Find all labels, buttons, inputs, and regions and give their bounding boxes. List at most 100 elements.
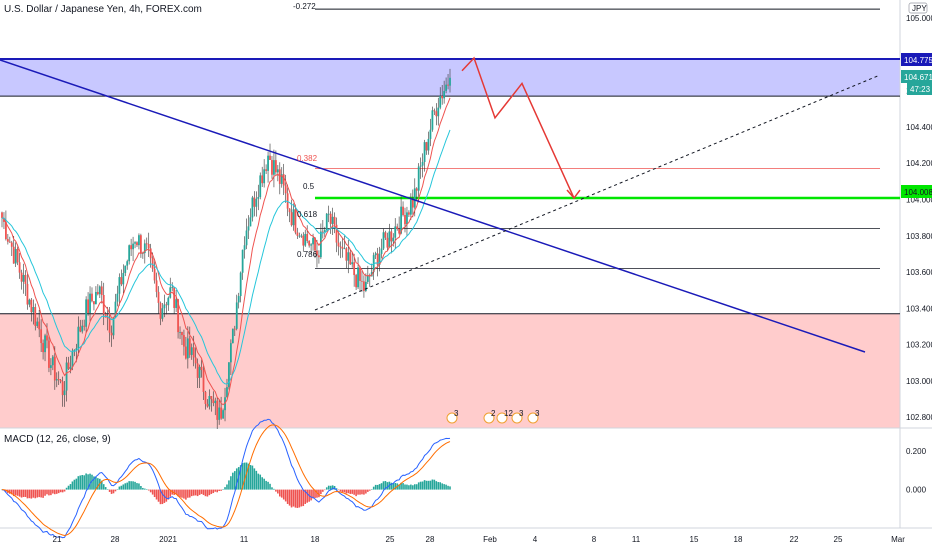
macd-hist-bar	[153, 489, 156, 498]
macd-hist-bar	[204, 489, 207, 497]
macd-axis[interactable]: 0.200 0.000	[906, 447, 927, 494]
candle-body	[273, 160, 275, 175]
macd-hist-bar	[67, 485, 70, 490]
candle-body	[280, 174, 283, 184]
candle-body	[165, 304, 168, 306]
macd-histogram	[1, 462, 451, 508]
currency-badge-box[interactable]	[908, 2, 928, 14]
candle-body	[96, 291, 99, 295]
candle-body	[241, 249, 244, 273]
macd-hist-bar	[228, 480, 230, 490]
macd-hist-bar	[210, 489, 213, 494]
macd-hist-bar	[75, 478, 78, 490]
candle-body	[271, 160, 273, 175]
candle-body	[188, 338, 191, 355]
candle-body	[247, 226, 250, 231]
macd-hist-bar	[198, 489, 201, 495]
macd-hist-bar	[183, 489, 185, 499]
macd-hist-bar	[32, 489, 35, 498]
candle-body	[50, 365, 52, 368]
macd-hist-bar	[114, 489, 117, 492]
candle-body	[253, 197, 256, 207]
candle-body	[167, 297, 170, 306]
candle-body	[194, 357, 197, 364]
macd-hist-bar	[144, 488, 146, 490]
candle-body	[402, 206, 404, 216]
price-tick-label: 104.000	[906, 195, 932, 204]
projected-path[interactable]	[461, 56, 575, 199]
candle-body	[51, 356, 54, 366]
candle-body	[18, 262, 21, 273]
macd-hist-bar	[343, 489, 346, 493]
macd-hist-bar	[212, 489, 215, 494]
candle-body	[30, 299, 33, 313]
candle-body	[265, 169, 268, 171]
candle-body	[449, 77, 451, 86]
descending-trendline[interactable]	[0, 59, 866, 353]
candle-body	[83, 325, 86, 327]
price-tick-label: 103.600	[906, 268, 932, 277]
macd-hist-bar	[128, 481, 130, 490]
candle-body	[214, 400, 217, 404]
macd-hist-bar	[52, 489, 54, 494]
macd-hist-bar	[179, 489, 181, 498]
candle-body	[233, 328, 236, 330]
candle-body	[186, 338, 189, 359]
macd-hist-bar	[73, 479, 76, 490]
macd-hist-bar	[61, 489, 64, 493]
macd-hist-bar	[241, 462, 244, 490]
macd-hist-bar	[118, 486, 121, 490]
event-markers[interactable]: 3 2 12 3 3	[446, 409, 540, 424]
time-tick-label: 28	[111, 535, 120, 544]
macd-hist-bar	[314, 489, 316, 498]
macd-hist-bar	[147, 489, 150, 491]
last-price-tag	[901, 70, 932, 83]
candle-body	[396, 226, 399, 229]
candle-body	[114, 301, 117, 318]
candle-body	[276, 169, 279, 173]
macd-hist-bar	[218, 489, 220, 491]
candle-body	[116, 293, 119, 302]
macd-hist-bar	[140, 485, 142, 490]
macd-hist-bar	[306, 489, 308, 503]
candle-body	[388, 231, 391, 248]
candle-body	[239, 272, 242, 297]
macd-hist-bar	[282, 489, 285, 500]
macd-hist-bar	[50, 489, 52, 496]
time-tick-label: 22	[790, 535, 799, 544]
candle-body	[355, 275, 357, 288]
macd-hist-bar	[63, 489, 66, 492]
macd-hist-bar	[441, 483, 443, 490]
macd-hist-bar	[38, 489, 40, 498]
candle-body	[380, 248, 383, 254]
candle-body	[1, 212, 3, 218]
time-axis[interactable]: 21 28 2021 11 18 25 28 Feb 4 8 11 15 18 22 25 Mar	[53, 535, 906, 544]
macd-hist-bar	[400, 482, 402, 490]
macd-hist-bar	[71, 481, 74, 490]
macd-hist-bar	[104, 487, 107, 490]
macd-hist-bar	[226, 484, 228, 490]
candle-body	[231, 328, 234, 344]
price-tick-label: 104.400	[906, 123, 932, 132]
macd-hist-bar	[267, 481, 269, 490]
macd-title: MACD (12, 26, close, 9)	[4, 434, 111, 445]
macd-hist-bar	[189, 489, 191, 498]
event-count: 3	[535, 409, 540, 418]
macd-hist-bar	[410, 484, 412, 490]
candle-body	[6, 239, 9, 242]
candle-body	[374, 253, 377, 256]
candle-body	[257, 197, 260, 199]
time-tick-label: 15	[690, 535, 699, 544]
macd-hist-bar	[126, 482, 129, 490]
macd-hist-bar	[406, 484, 408, 490]
candle-body	[333, 216, 336, 225]
macd-hist-bar	[10, 489, 13, 495]
macd-hist-bar	[14, 489, 17, 496]
candle-body	[202, 370, 205, 392]
macd-hist-bar	[345, 489, 348, 494]
time-tick-label: Mar	[891, 535, 905, 544]
macd-pane[interactable]	[0, 428, 900, 528]
countdown: 47:23	[910, 85, 931, 94]
macd-hist-bar	[320, 489, 322, 495]
